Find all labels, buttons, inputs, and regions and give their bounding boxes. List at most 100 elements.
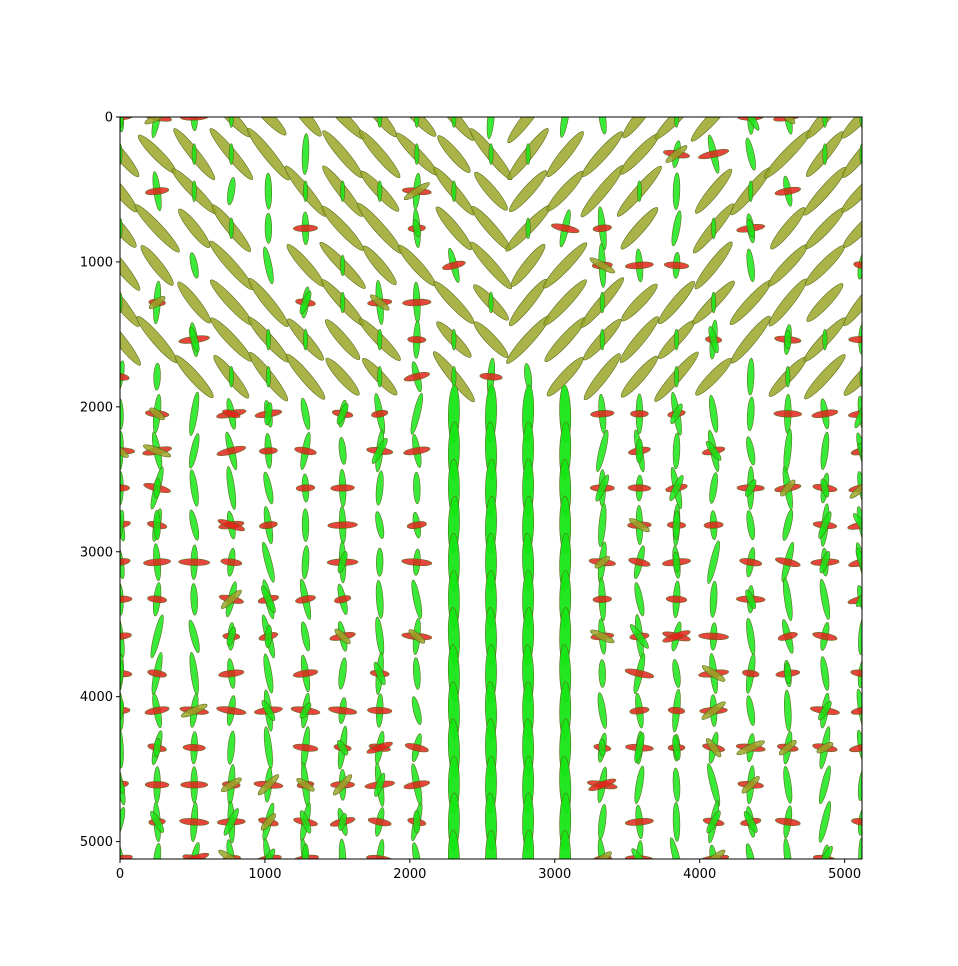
orientation-glyph: [812, 632, 838, 641]
orientation-glyph: [818, 700, 832, 721]
orientation-glyph: [667, 706, 686, 715]
orientation-glyph: [174, 355, 214, 399]
orientation-glyph: [665, 145, 688, 163]
orientation-glyph: [858, 617, 862, 655]
orientation-glyph: [327, 521, 358, 529]
orientation-glyph: [143, 558, 171, 566]
orientation-glyph: [695, 168, 733, 214]
orientation-glyph: [302, 180, 309, 202]
orientation-glyph: [598, 738, 606, 757]
orientation-glyph: [780, 479, 796, 497]
orientation-glyph: [672, 767, 681, 803]
orientation-glyph: [634, 732, 645, 764]
x-tick-label: 4000: [683, 867, 716, 882]
orientation-glyph: [406, 521, 427, 530]
orientation-glyph: [673, 366, 680, 388]
orientation-glyph: [748, 180, 754, 202]
orientation-glyph: [226, 626, 236, 647]
orientation-glyph: [630, 410, 649, 418]
orientation-glyph: [404, 743, 429, 753]
orientation-glyph: [739, 558, 763, 567]
orientation-glyph: [336, 740, 349, 756]
orientation-glyph: [671, 210, 682, 247]
orientation-glyph: [191, 180, 197, 202]
orientation-glyph: [479, 372, 503, 381]
orientation-glyph: [706, 810, 721, 834]
orientation-glyph: [736, 740, 765, 756]
orientation-glyph: [509, 170, 548, 213]
y-tick-label: 0: [105, 111, 113, 126]
orientation-glyph: [261, 585, 276, 614]
orientation-glyph: [599, 328, 605, 351]
orientation-glyph: [264, 624, 273, 649]
orientation-glyph: [120, 278, 140, 327]
orientation-glyph: [775, 817, 801, 826]
orientation-glyph: [264, 172, 273, 210]
orientation-glyph: [784, 662, 792, 685]
orientation-glyph: [340, 254, 346, 277]
orientation-glyph: [143, 444, 172, 458]
orientation-glyph: [806, 283, 844, 322]
orientation-glyph: [698, 149, 730, 160]
orientation-glyph: [134, 204, 180, 253]
orientation-glyph: [285, 353, 326, 400]
orientation-glyph: [375, 579, 384, 619]
orientation-glyph: [263, 653, 274, 694]
orientation-glyph: [338, 437, 347, 465]
orientation-glyph: [741, 117, 760, 131]
orientation-glyph: [711, 291, 717, 314]
orientation-glyph: [412, 219, 422, 238]
orientation-glyph: [294, 446, 317, 456]
orientation-glyph: [592, 224, 612, 233]
orientation-glyph: [705, 441, 722, 461]
orientation-glyph: [543, 242, 588, 289]
orientation-glyph: [590, 629, 615, 644]
orientation-glyph: [120, 444, 129, 458]
orientation-glyph: [820, 431, 830, 471]
orientation-glyph: [525, 143, 531, 165]
orientation-glyph: [709, 472, 718, 504]
orientation-glyph: [673, 117, 680, 128]
orientation-glyph: [411, 579, 423, 619]
orientation-glyph: [627, 484, 652, 492]
orientation-glyph: [451, 328, 457, 351]
orientation-glyph: [397, 244, 436, 287]
orientation-glyph: [407, 335, 427, 344]
orientation-glyph: [672, 551, 681, 573]
orientation-glyph: [819, 578, 831, 620]
orientation-glyph: [783, 765, 793, 804]
orientation-glyph: [745, 137, 756, 171]
orientation-glyph: [180, 781, 209, 789]
orientation-glyph: [376, 547, 384, 577]
y-tick-label: 3000: [80, 545, 113, 560]
orientation-glyph: [624, 818, 654, 826]
orientation-glyph: [550, 223, 580, 234]
orientation-glyph: [433, 281, 475, 324]
orientation-glyph: [338, 813, 348, 831]
orientation-glyph: [473, 321, 509, 358]
orientation-glyph: [583, 353, 621, 401]
orientation-glyph: [442, 260, 466, 271]
orientation-glyph: [414, 143, 420, 165]
orientation-glyph: [857, 768, 862, 802]
orientation-glyph: [189, 469, 199, 507]
orientation-glyph: [698, 632, 729, 641]
orientation-glyph: [745, 479, 757, 497]
orientation-glyph: [629, 706, 650, 715]
orientation-glyph: [746, 396, 755, 432]
orientation-glyph: [295, 595, 316, 604]
orientation-glyph: [153, 510, 161, 541]
orientation-glyph: [841, 130, 862, 178]
orientation-glyph: [299, 810, 312, 834]
orientation-glyph: [818, 511, 832, 539]
orientation-glyph: [621, 283, 658, 322]
orientation-glyph: [784, 689, 792, 732]
orientation-glyph: [629, 518, 650, 533]
orientation-glyph: [286, 243, 325, 287]
orientation-glyph: [220, 558, 243, 567]
orientation-glyph: [854, 399, 862, 429]
orientation-glyph: [338, 657, 347, 690]
orientation-glyph: [774, 186, 801, 196]
orientation-glyph: [218, 669, 245, 678]
orientation-glyph: [371, 437, 388, 464]
